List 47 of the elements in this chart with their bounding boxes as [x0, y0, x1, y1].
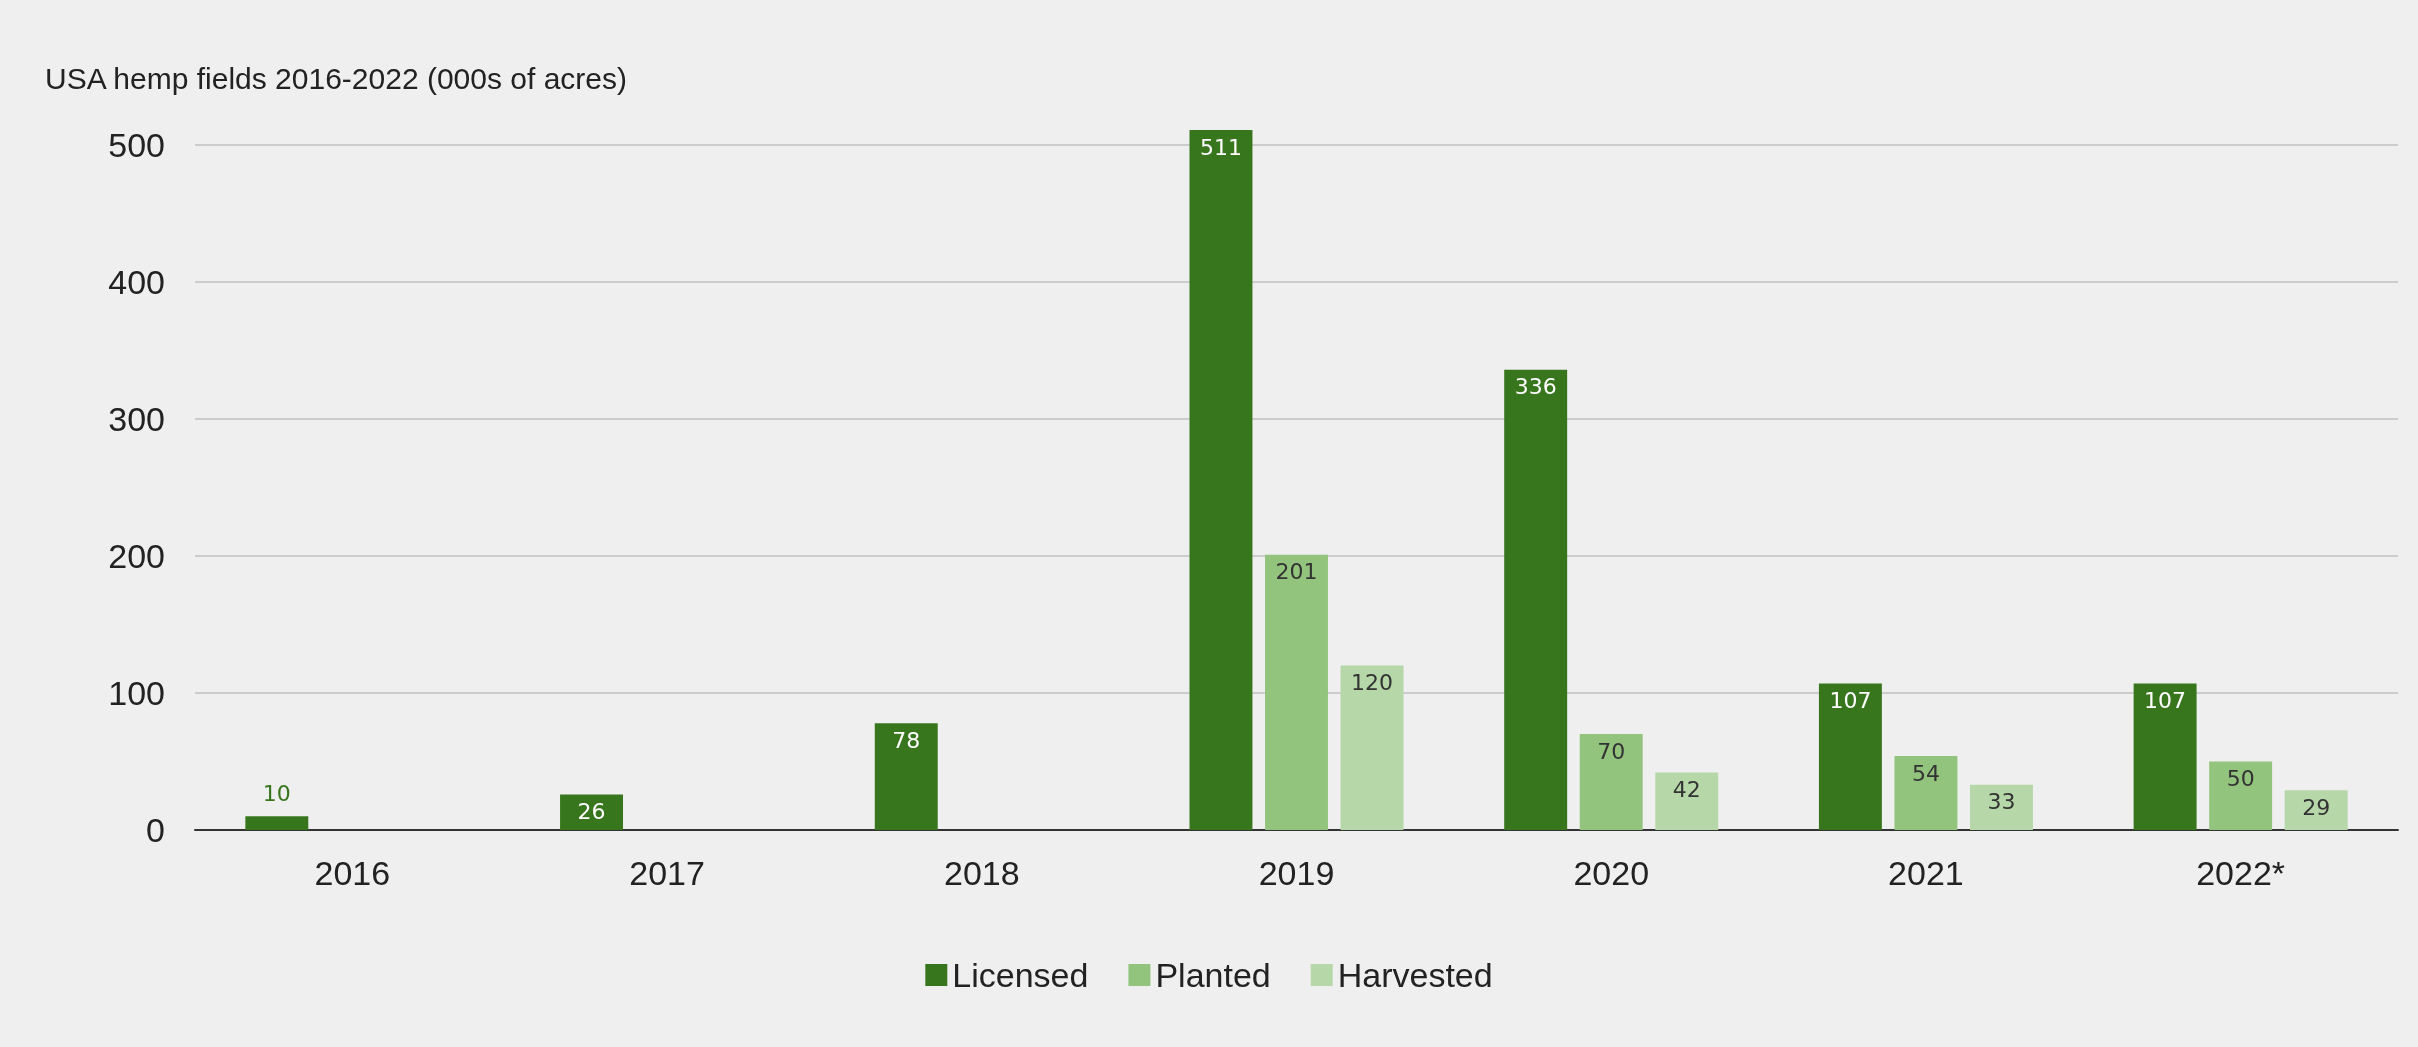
bar [2209, 761, 2273, 830]
x-tick-label: 2018 [943, 854, 1020, 892]
bar [1265, 554, 1328, 830]
legend-label: Licensed [952, 956, 1089, 994]
x-tick-label: 2021 [1888, 854, 1964, 892]
y-tick-label: 500 [108, 126, 165, 165]
bar [2133, 683, 2197, 830]
data-label: 26 [577, 798, 606, 824]
data-label: 42 [1672, 776, 1701, 802]
bar [1189, 130, 1253, 830]
bar [560, 794, 624, 830]
data-label: 511 [1199, 134, 1242, 160]
x-tick-label: 2020 [1573, 854, 1650, 892]
legend-label: Planted [1155, 956, 1271, 994]
bar [2284, 790, 2348, 830]
data-label: 107 [1829, 687, 1872, 713]
bar [1340, 665, 1404, 830]
data-label: 54 [1911, 760, 1940, 786]
data-label: 70 [1597, 738, 1626, 764]
data-label: 336 [1514, 374, 1557, 400]
y-tick-label: 100 [108, 674, 165, 713]
bar [245, 816, 309, 830]
legend-label: Harvested [1337, 956, 1493, 994]
y-tick-label: 400 [108, 263, 165, 302]
y-tick-label: 300 [108, 400, 165, 439]
bar [874, 723, 938, 830]
x-tick-label: 2017 [629, 854, 705, 892]
data-label: 120 [1351, 670, 1394, 696]
bar [1818, 683, 1882, 830]
x-tick-label: 2022* [2196, 854, 2286, 892]
x-tick-label: 2016 [314, 854, 391, 892]
data-label: 50 [2226, 766, 2255, 792]
data-label: 33 [1987, 789, 2016, 815]
data-label: 10 [262, 780, 291, 806]
bar [1579, 734, 1643, 830]
data-label: 78 [892, 727, 921, 753]
bar [1504, 369, 1568, 830]
bar [1894, 756, 1958, 830]
bar [1969, 784, 2033, 830]
y-tick-label: 0 [146, 811, 165, 849]
x-tick-label: 2019 [1258, 854, 1335, 892]
chart-title: USA hemp fields 2016-2022 (000s of acres) [45, 61, 627, 95]
bar [1655, 772, 1719, 830]
data-label: 201 [1275, 559, 1318, 585]
y-tick-label: 200 [108, 537, 165, 576]
data-label: 107 [2144, 687, 2187, 713]
data-label: 29 [2302, 794, 2331, 820]
